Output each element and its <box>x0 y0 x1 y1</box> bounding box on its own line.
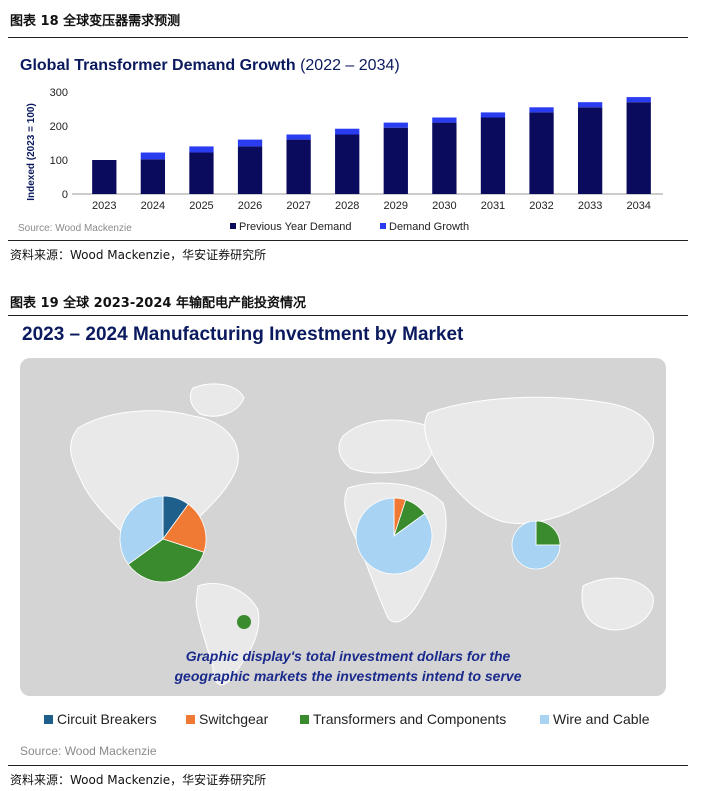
europe-landmass <box>338 419 435 474</box>
chart1-source: Source: Wood Mackenzie <box>18 223 132 234</box>
chart1-xtick: 2023 <box>92 200 116 212</box>
asia-landmass <box>424 396 655 524</box>
chart1-xtick: 2032 <box>529 200 553 212</box>
bar-demand-growth <box>432 117 457 123</box>
bar-demand-growth <box>529 107 554 113</box>
bar-previous-year-demand <box>92 160 117 194</box>
bar-previous-year-demand <box>189 152 214 194</box>
bar-previous-year-demand <box>577 107 603 194</box>
pie-slice-transformers-and-components <box>127 538 205 583</box>
pie-europe <box>355 497 433 575</box>
bar-demand-growth <box>626 97 651 103</box>
pie-slice-transformers-and-components <box>237 615 251 629</box>
figure-18-source: 资料来源：Wood Mackenzie，华安证券研究所 <box>10 248 267 262</box>
chart1-title: Global Transformer Demand Growth (2022 –… <box>20 57 400 74</box>
chart1-xtick: 2033 <box>578 200 602 212</box>
bar-demand-growth <box>189 146 214 153</box>
figure-19-caption: 图表 19 全球 2023-2024 年输配电产能投资情况 <box>10 296 306 311</box>
chart1-xtick: 2027 <box>286 200 310 212</box>
legend-swatch-previous-year <box>230 223 236 229</box>
figure-19-source: 资料来源：Wood Mackenzie，华安证券研究所 <box>10 773 267 787</box>
chart2-legend-label: Transformers and Components <box>313 711 506 727</box>
chart1-ytick: 0 <box>62 189 68 201</box>
chart2-annotation-line2: geographic markets the investments inten… <box>174 668 522 684</box>
bar-previous-year-demand <box>140 159 166 194</box>
chart1-ytick: 300 <box>50 87 68 99</box>
transformer-demand-chart: Global Transformer Demand Growth (2022 –… <box>18 57 663 234</box>
bar-previous-year-demand <box>237 146 263 194</box>
chart2-legend-label: Circuit Breakers <box>57 711 157 727</box>
chart1-xtick: 2028 <box>335 200 359 212</box>
bar-demand-growth <box>140 152 166 160</box>
chart2-legend-label: Wire and Cable <box>553 711 650 727</box>
chart1-xtick: 2034 <box>626 200 650 212</box>
bar-demand-growth <box>237 139 263 147</box>
bar-previous-year-demand <box>480 117 506 194</box>
chart1-legend-label: Demand Growth <box>389 221 469 233</box>
legend-swatch-switchgear <box>186 715 195 724</box>
bar-previous-year-demand <box>335 134 360 194</box>
chart2-title: 2023 – 2024 Manufacturing Investment by … <box>22 324 464 345</box>
legend-swatch-transformers-and-components <box>300 715 309 724</box>
legend-swatch-circuit-breakers <box>44 715 53 724</box>
bar-previous-year-demand <box>286 139 311 194</box>
chart1-xtick: 2025 <box>189 200 213 212</box>
bar-previous-year-demand <box>383 127 408 194</box>
chart1-ytick: 100 <box>50 155 68 167</box>
pie-slice-switchgear <box>162 503 207 553</box>
bar-previous-year-demand <box>626 102 651 194</box>
figure-18-caption: 图表 18 全球变压器需求预测 <box>10 14 181 29</box>
bar-demand-growth <box>335 128 360 135</box>
bar-previous-year-demand <box>432 122 457 194</box>
pie-slice-wire-and-cable <box>511 520 561 570</box>
pie-slice-wire-and-cable <box>119 495 164 565</box>
pie-north-america <box>119 495 207 583</box>
bar-previous-year-demand <box>529 112 554 194</box>
chart1-xtick: 2029 <box>384 200 408 212</box>
pie-asia <box>511 520 561 570</box>
pie-south-america <box>237 615 251 629</box>
bar-demand-growth <box>286 134 311 140</box>
chart1-xtick: 2024 <box>141 200 165 212</box>
chart1-ylabel: Indexed (2023 = 100) <box>26 103 37 201</box>
chart1-legend-label: Previous Year Demand <box>239 221 352 233</box>
chart2-legend-label: Switchgear <box>199 711 269 727</box>
bar-demand-growth <box>577 102 603 108</box>
greenland-landmass <box>189 383 245 417</box>
chart2-bottom-rule <box>8 765 688 766</box>
chart1-xtick: 2030 <box>432 200 456 212</box>
caption-divider-2 <box>8 315 688 316</box>
chart1-xtick: 2031 <box>481 200 505 212</box>
south-america-landmass <box>195 582 260 686</box>
chart1-ytick: 200 <box>50 121 68 133</box>
bar-demand-growth <box>480 112 506 118</box>
caption-divider <box>8 37 688 38</box>
investment-by-market-chart: 2023 – 2024 Manufacturing Investment by … <box>20 324 666 758</box>
pie-slice-transformers-and-components <box>535 520 561 546</box>
legend-swatch-demand-growth <box>380 223 386 229</box>
pie-slice-wire-and-cable <box>355 497 433 575</box>
chart1-bottom-rule <box>8 240 688 241</box>
chart1-xtick: 2026 <box>238 200 262 212</box>
chart2-source: Source: Wood Mackenzie <box>20 744 157 758</box>
legend-swatch-wire-and-cable <box>540 715 549 724</box>
bar-demand-growth <box>383 122 408 128</box>
australia-landmass <box>581 577 654 631</box>
chart2-annotation-line1: Graphic display's total investment dolla… <box>186 648 511 664</box>
